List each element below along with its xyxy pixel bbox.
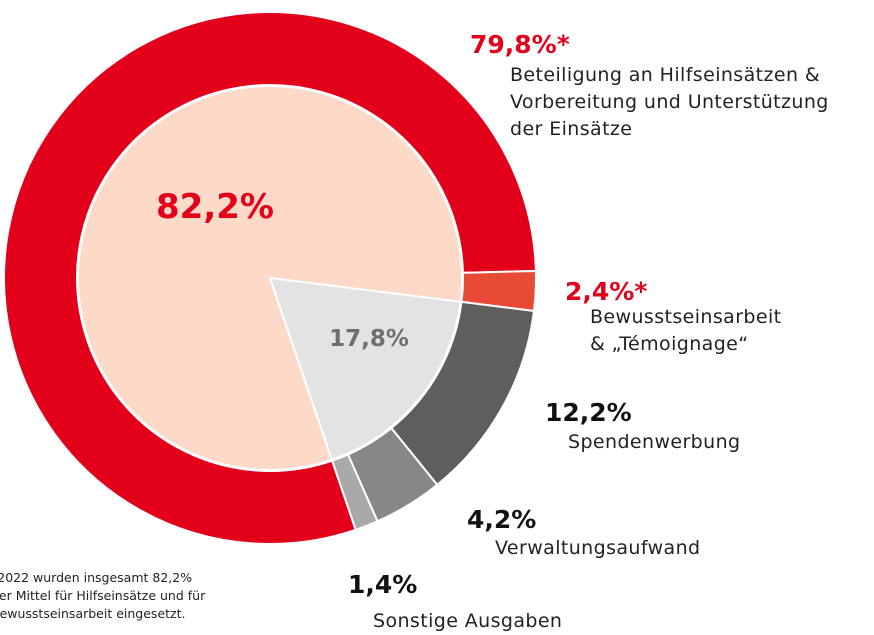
inner-value-label: 82,2%: [156, 187, 274, 227]
value-label: 2,4%*: [565, 277, 648, 306]
footnote: *2022 wurden insgesamt 82,2% der Mittel …: [0, 570, 206, 621]
category-label: Verwaltungsaufwand: [495, 537, 701, 559]
category-label: Sonstige Ausgaben: [373, 610, 563, 632]
value-label: 12,2%: [545, 398, 632, 427]
value-label: 4,2%: [467, 505, 537, 534]
value-label: 1,4%: [348, 570, 418, 599]
inner-value-label: 17,8%: [329, 326, 409, 352]
inner-segment: [268, 276, 462, 462]
category-label: Bewusstseinsarbeit & „Témoignage“: [590, 306, 782, 355]
value-label: 79,8%*: [470, 30, 570, 59]
category-label: Beteiligung an Hilfseinsätzen & Vorberei…: [510, 64, 829, 140]
category-label: Spendenwerbung: [568, 431, 741, 453]
